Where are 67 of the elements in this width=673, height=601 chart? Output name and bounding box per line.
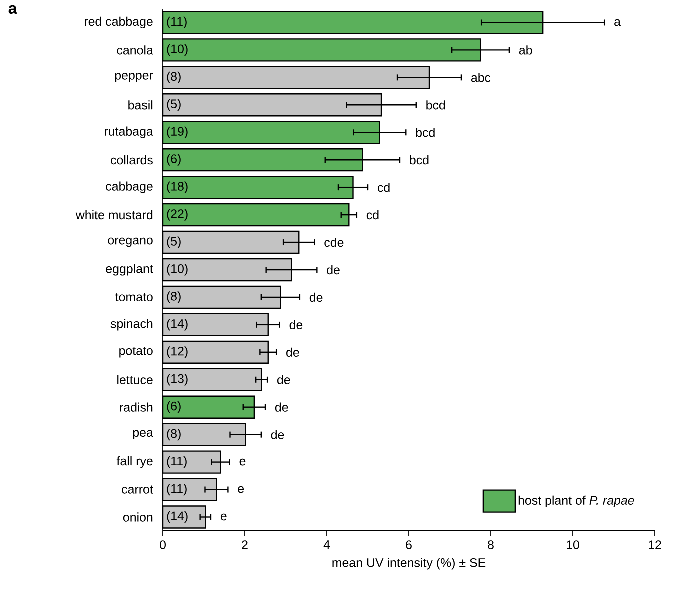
annotation: abc [471, 73, 491, 82]
annotation: (8) [167, 429, 181, 441]
y-tick-label: potato [120, 347, 153, 358]
annotation: (10) [167, 264, 188, 276]
text: a [8, 5, 18, 14]
annotation: de [278, 375, 290, 384]
x-axis-title: mean UV intensity (%) ± SE [332, 558, 486, 570]
x-tick-label: 10 [567, 540, 580, 550]
annotation: cd [366, 210, 379, 220]
annotation: (11) [167, 456, 187, 468]
y-tick-label: oregano [108, 238, 153, 248]
y-tick-label: radish [120, 402, 153, 412]
x-tick-label: 8 [488, 540, 494, 550]
annotation: (22) [167, 209, 188, 221]
annotation: bcd [426, 100, 446, 110]
annotation: (19) [167, 126, 188, 138]
annotation: e [240, 458, 246, 466]
annotation: (8) [167, 72, 181, 84]
annotation: de [327, 265, 340, 275]
annotation: e [220, 514, 227, 521]
annotation: (5) [167, 236, 181, 248]
x-tick-label: 4 [324, 540, 330, 550]
annotation: (14) [167, 319, 188, 331]
y-tick-label: lettuce [118, 375, 153, 384]
annotation: (5) [167, 99, 181, 111]
y-tick-label: eggplant [106, 264, 154, 276]
annotation: (8) [167, 292, 181, 304]
annotation: (11) [167, 484, 187, 496]
y-tick-label: pea [133, 430, 154, 440]
x-tick-label: 0 [160, 540, 166, 550]
annotation: de [271, 430, 284, 440]
legend-label: host plant of P. rapae [518, 496, 634, 508]
annotation: (12) [167, 346, 188, 358]
annotation: bcd [410, 156, 429, 165]
annotation: de [290, 320, 303, 330]
annotation: (14) [167, 511, 188, 524]
annotation: (18) [167, 182, 188, 194]
annotation: de [286, 348, 300, 357]
y-tick-label: carrot [122, 486, 154, 494]
annotation: (11) [167, 16, 187, 29]
y-tick-label: tomato [116, 293, 153, 302]
y-tick-label: collards [111, 156, 153, 165]
annotation: (10) [167, 44, 188, 56]
annotation: cde [324, 238, 344, 248]
y-tick-label: red cabbage [84, 16, 153, 29]
x-tick-label: 6 [406, 540, 412, 550]
y-tick-label: rutabaga [105, 126, 154, 138]
y-tick-label: cabbage [106, 182, 153, 194]
x-tick-label: 12 [649, 540, 662, 550]
annotation: e [238, 486, 244, 494]
annotation: bcd [416, 128, 435, 138]
x-tick-label: 2 [242, 540, 248, 550]
y-tick-label: pepper [115, 73, 154, 82]
annotation: de [275, 402, 288, 412]
y-tick-label: canola [117, 46, 154, 55]
annotation: a [614, 19, 621, 26]
annotation: cd [378, 182, 390, 192]
annotation: ab [519, 46, 532, 55]
y-tick-label: onion [123, 512, 153, 522]
annotation: (6) [167, 154, 181, 166]
y-tick-label: fall rye [116, 456, 153, 468]
annotation: (13) [167, 374, 188, 386]
y-tick-label: white mustard [76, 210, 153, 220]
y-tick-label: spinach [110, 319, 153, 331]
annotation: (6) [167, 402, 181, 414]
y-tick-label: basil [128, 100, 153, 110]
annotation: de [310, 292, 323, 302]
